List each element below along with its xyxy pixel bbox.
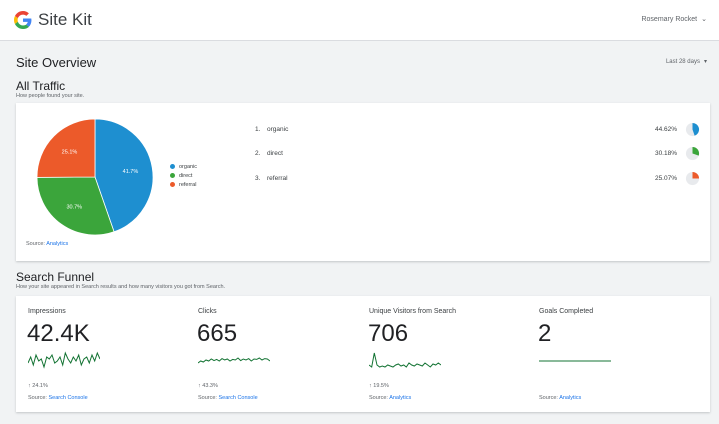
change-value: 24.1%: [32, 383, 48, 389]
traffic-pie-chart: 41.7% 30.7% 25.1%: [36, 118, 154, 236]
legend-item-organic[interactable]: organic: [170, 162, 197, 171]
metric-value: 2: [538, 320, 552, 347]
metric-source: Source: Search Console: [198, 395, 258, 401]
date-range-selector[interactable]: Last 28 days ▾: [665, 58, 707, 66]
pie-slice-label-referral: 25.1%: [62, 150, 78, 156]
pie-legend: organic direct referral: [170, 162, 197, 189]
metric-source-link[interactable]: Search Console: [218, 395, 258, 401]
source-prefix: Source:: [26, 241, 45, 247]
search-funnel-subtitle: How your site appeared in Search results…: [16, 284, 226, 290]
metric-change: ↑ 43.3%: [198, 383, 218, 389]
metric-source-link[interactable]: Analytics: [559, 395, 582, 401]
legend-dot-icon: [170, 182, 175, 187]
search-funnel-title: Search Funnel: [16, 270, 95, 284]
traffic-row-referral[interactable]: 3. referral 25.07%: [255, 171, 700, 187]
legend-item-referral[interactable]: referral: [170, 180, 197, 189]
source-prefix: Source:: [198, 395, 217, 401]
legend-item-direct[interactable]: direct: [170, 171, 197, 180]
row-number: 3.: [255, 175, 261, 182]
date-range-label: Last 28 days: [665, 58, 700, 65]
metric-source-link[interactable]: Analytics: [389, 395, 412, 401]
mini-pie-icon: [685, 171, 700, 186]
source-prefix: Source:: [369, 395, 388, 401]
source-prefix: Source:: [539, 395, 558, 401]
all-traffic-subtitle: How people found your site.: [16, 93, 85, 99]
app-name: Site Kit: [38, 10, 92, 29]
metric-source: Source: Search Console: [28, 395, 88, 401]
traffic-row-direct[interactable]: 2. direct 30.18%: [255, 146, 700, 162]
chevron-down-icon: ⌄: [701, 16, 707, 23]
user-name: Rosemary Rocket: [641, 15, 698, 23]
legend-label: direct: [179, 172, 193, 179]
metric-goals-completed: Goals Completed 2 Source: Analytics: [527, 296, 697, 412]
mini-pie-icon: [685, 122, 700, 137]
arrow-up-icon: ↑: [28, 383, 31, 389]
metric-value: 706: [368, 320, 409, 347]
metric-label: Impressions: [28, 308, 66, 315]
mini-pie-icon: [685, 146, 700, 161]
legend-label: organic: [179, 163, 198, 170]
sparkline: [198, 357, 270, 364]
metric-unique-visitors-from-search: Unique Visitors from Search 706 ↑ 19.5% Sou…: [357, 296, 527, 412]
metric-change: ↑ 19.5%: [369, 383, 389, 389]
row-number: 2.: [255, 150, 261, 157]
row-label: referral: [267, 175, 288, 182]
row-percent: 44.62%: [654, 126, 677, 133]
all-traffic-title: All Traffic: [16, 79, 66, 93]
search-funnel-card: Impressions 42.4K ↑ 24.1% Source: Search Co…: [16, 296, 710, 412]
arrow-up-icon: ↑: [369, 383, 372, 389]
user-menu[interactable]: Rosemary Rocket ⌄: [641, 15, 707, 24]
arrow-up-icon: ↑: [198, 383, 201, 389]
metric-value: 665: [197, 320, 238, 347]
google-g-icon: [14, 11, 32, 29]
metric-label: Unique Visitors from Search: [369, 308, 457, 315]
pie-slice-label-organic: 41.7%: [123, 169, 139, 175]
metric-value: 42.4K: [27, 320, 90, 347]
sparkline: [28, 351, 100, 369]
source-prefix: Source:: [28, 395, 47, 401]
sparkline-chart: [369, 352, 441, 368]
row-percent: 30.18%: [654, 150, 677, 157]
pie-slice-direct[interactable]: [36, 176, 115, 236]
change-value: 19.5%: [373, 383, 389, 389]
analytics-source-link[interactable]: Analytics: [46, 241, 69, 247]
site-kit-logo[interactable]: Site Kit: [14, 10, 92, 30]
row-percent: 25.07%: [654, 175, 677, 182]
pie-slice-label-direct: 30.7%: [66, 204, 82, 210]
legend-label: referral: [179, 181, 197, 188]
row-number: 1.: [255, 126, 261, 133]
sparkline: [369, 352, 441, 368]
sparkline-chart: [539, 360, 611, 362]
legend-dot-icon: [170, 164, 175, 169]
row-label: direct: [267, 150, 283, 157]
pie-slice-referral[interactable]: [36, 118, 96, 178]
sparkline-chart: [28, 351, 100, 369]
all-traffic-source: Source: Analytics: [26, 241, 68, 247]
metric-change: ↑ 24.1%: [28, 383, 48, 389]
row-label: organic: [267, 126, 289, 133]
metric-label: Goals Completed: [539, 308, 594, 315]
metric-source-link[interactable]: Search Console: [48, 395, 88, 401]
legend-dot-icon: [170, 173, 175, 178]
change-value: 43.3%: [202, 383, 218, 389]
all-traffic-card: 41.7% 30.7% 25.1% organic direct referral So…: [16, 103, 710, 261]
top-bar: Site Kit Rosemary Rocket ⌄: [0, 0, 719, 41]
page-title: Site Overview: [16, 55, 97, 70]
sparkline-chart: [198, 357, 270, 364]
pie-slice-organic[interactable]: [94, 118, 154, 233]
metric-label: Clicks: [198, 308, 217, 315]
metric-impressions: Impressions 42.4K ↑ 24.1% Source: Search Co…: [16, 296, 186, 412]
metric-source: Source: Analytics: [369, 395, 411, 401]
traffic-row-organic[interactable]: 1. organic 44.62%: [255, 122, 700, 138]
metric-source: Source: Analytics: [539, 395, 581, 401]
caret-down-icon: ▾: [703, 59, 707, 65]
metric-clicks: Clicks 665 ↑ 43.3% Source: Search Console: [186, 296, 356, 412]
